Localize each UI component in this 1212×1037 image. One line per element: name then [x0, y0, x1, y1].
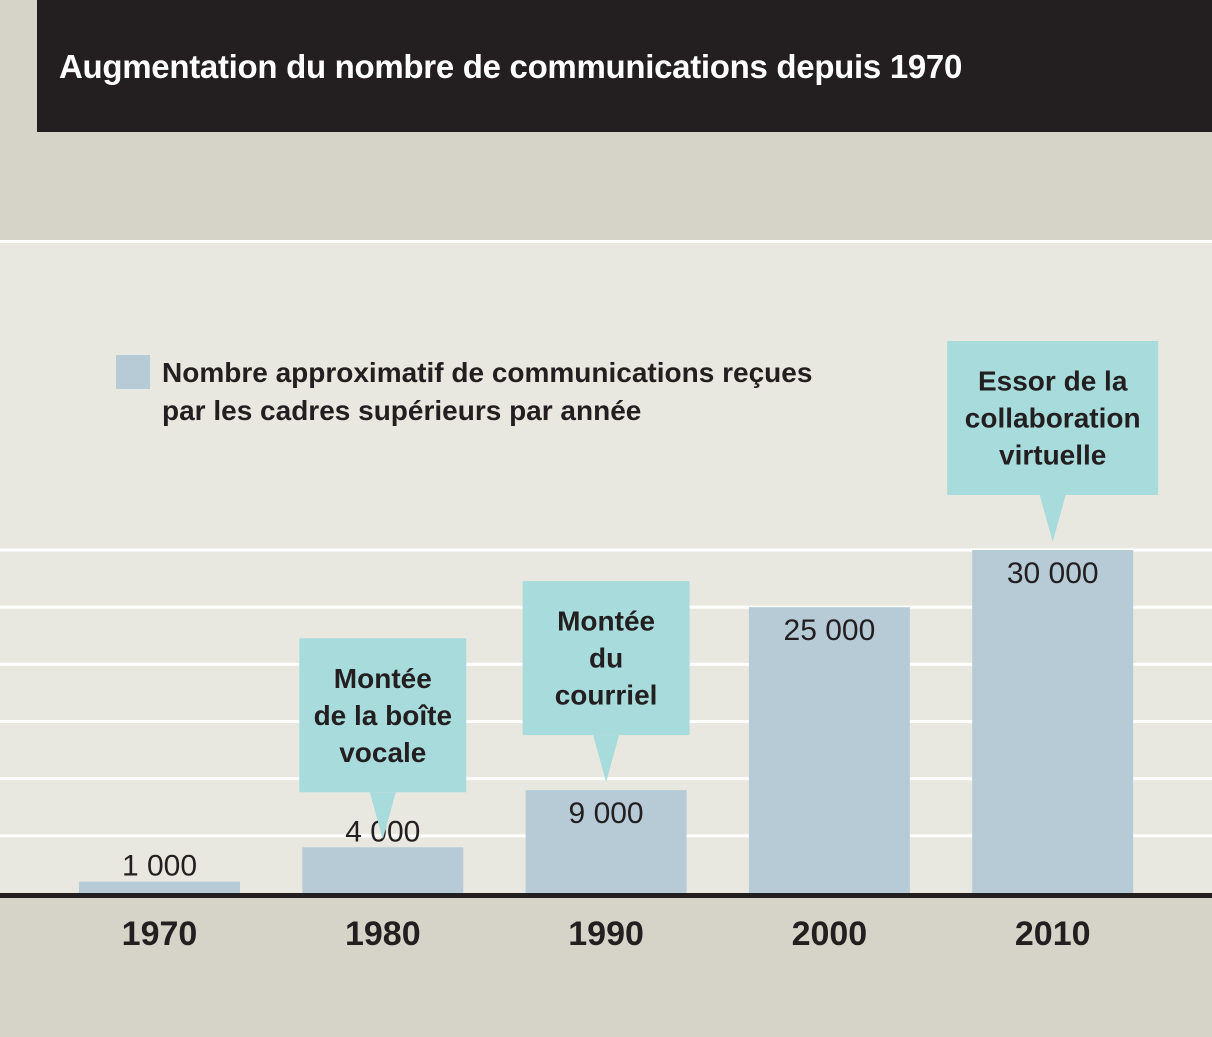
callout-pointer-1980: [369, 792, 396, 840]
gridline: [0, 548, 1212, 552]
bar-1990: [525, 790, 687, 893]
callout-text-1990: Montée: [557, 606, 655, 637]
callout-box-1980: [299, 638, 467, 793]
legend-swatch: [116, 355, 150, 389]
x-tick-label-2000: 2000: [792, 915, 868, 953]
callout-text-1980: Montée: [334, 663, 432, 694]
bar-2010: [972, 550, 1134, 893]
callout-text-1990: du: [589, 643, 623, 674]
x-axis-line: [0, 893, 1212, 898]
callout-pointer-1990: [593, 735, 620, 783]
data-label-1970: 1 000: [122, 850, 197, 883]
bar-1980: [302, 847, 464, 893]
title-bar: Augmentation du nombre de communications…: [37, 0, 1212, 132]
bar-2000: [748, 607, 910, 893]
data-label-2010: 30 000: [1007, 557, 1099, 590]
separator-line: [0, 240, 1212, 243]
callout-pointer-2010: [1039, 495, 1066, 542]
x-tick-label-1970: 1970: [122, 915, 198, 953]
callout-text-2010: collaboration: [965, 403, 1141, 434]
callout-box-2010: [947, 341, 1159, 495]
bar-1970: [79, 881, 240, 893]
x-tick-label-2010: 2010: [1015, 915, 1091, 953]
x-tick-label-1990: 1990: [568, 915, 644, 953]
callout-box-1990: [522, 581, 690, 736]
callout-text-1980: vocale: [339, 737, 426, 768]
footer-band: [0, 898, 1212, 1037]
header-band: [0, 132, 1212, 240]
callout-text-2010: Essor de la: [978, 366, 1128, 397]
x-tick-label-1980: 1980: [345, 915, 421, 953]
data-label-1990: 9 000: [569, 797, 644, 830]
callout-text-1980: de la boîte: [314, 700, 452, 731]
data-label-2000: 25 000: [784, 614, 876, 647]
callout-text-1990: courriel: [555, 680, 658, 711]
callout-text-2010: virtuelle: [999, 440, 1106, 471]
chart-title: Augmentation du nombre de communications…: [59, 48, 963, 85]
legend-label: Nombre approximatif de communications re…: [162, 357, 813, 426]
